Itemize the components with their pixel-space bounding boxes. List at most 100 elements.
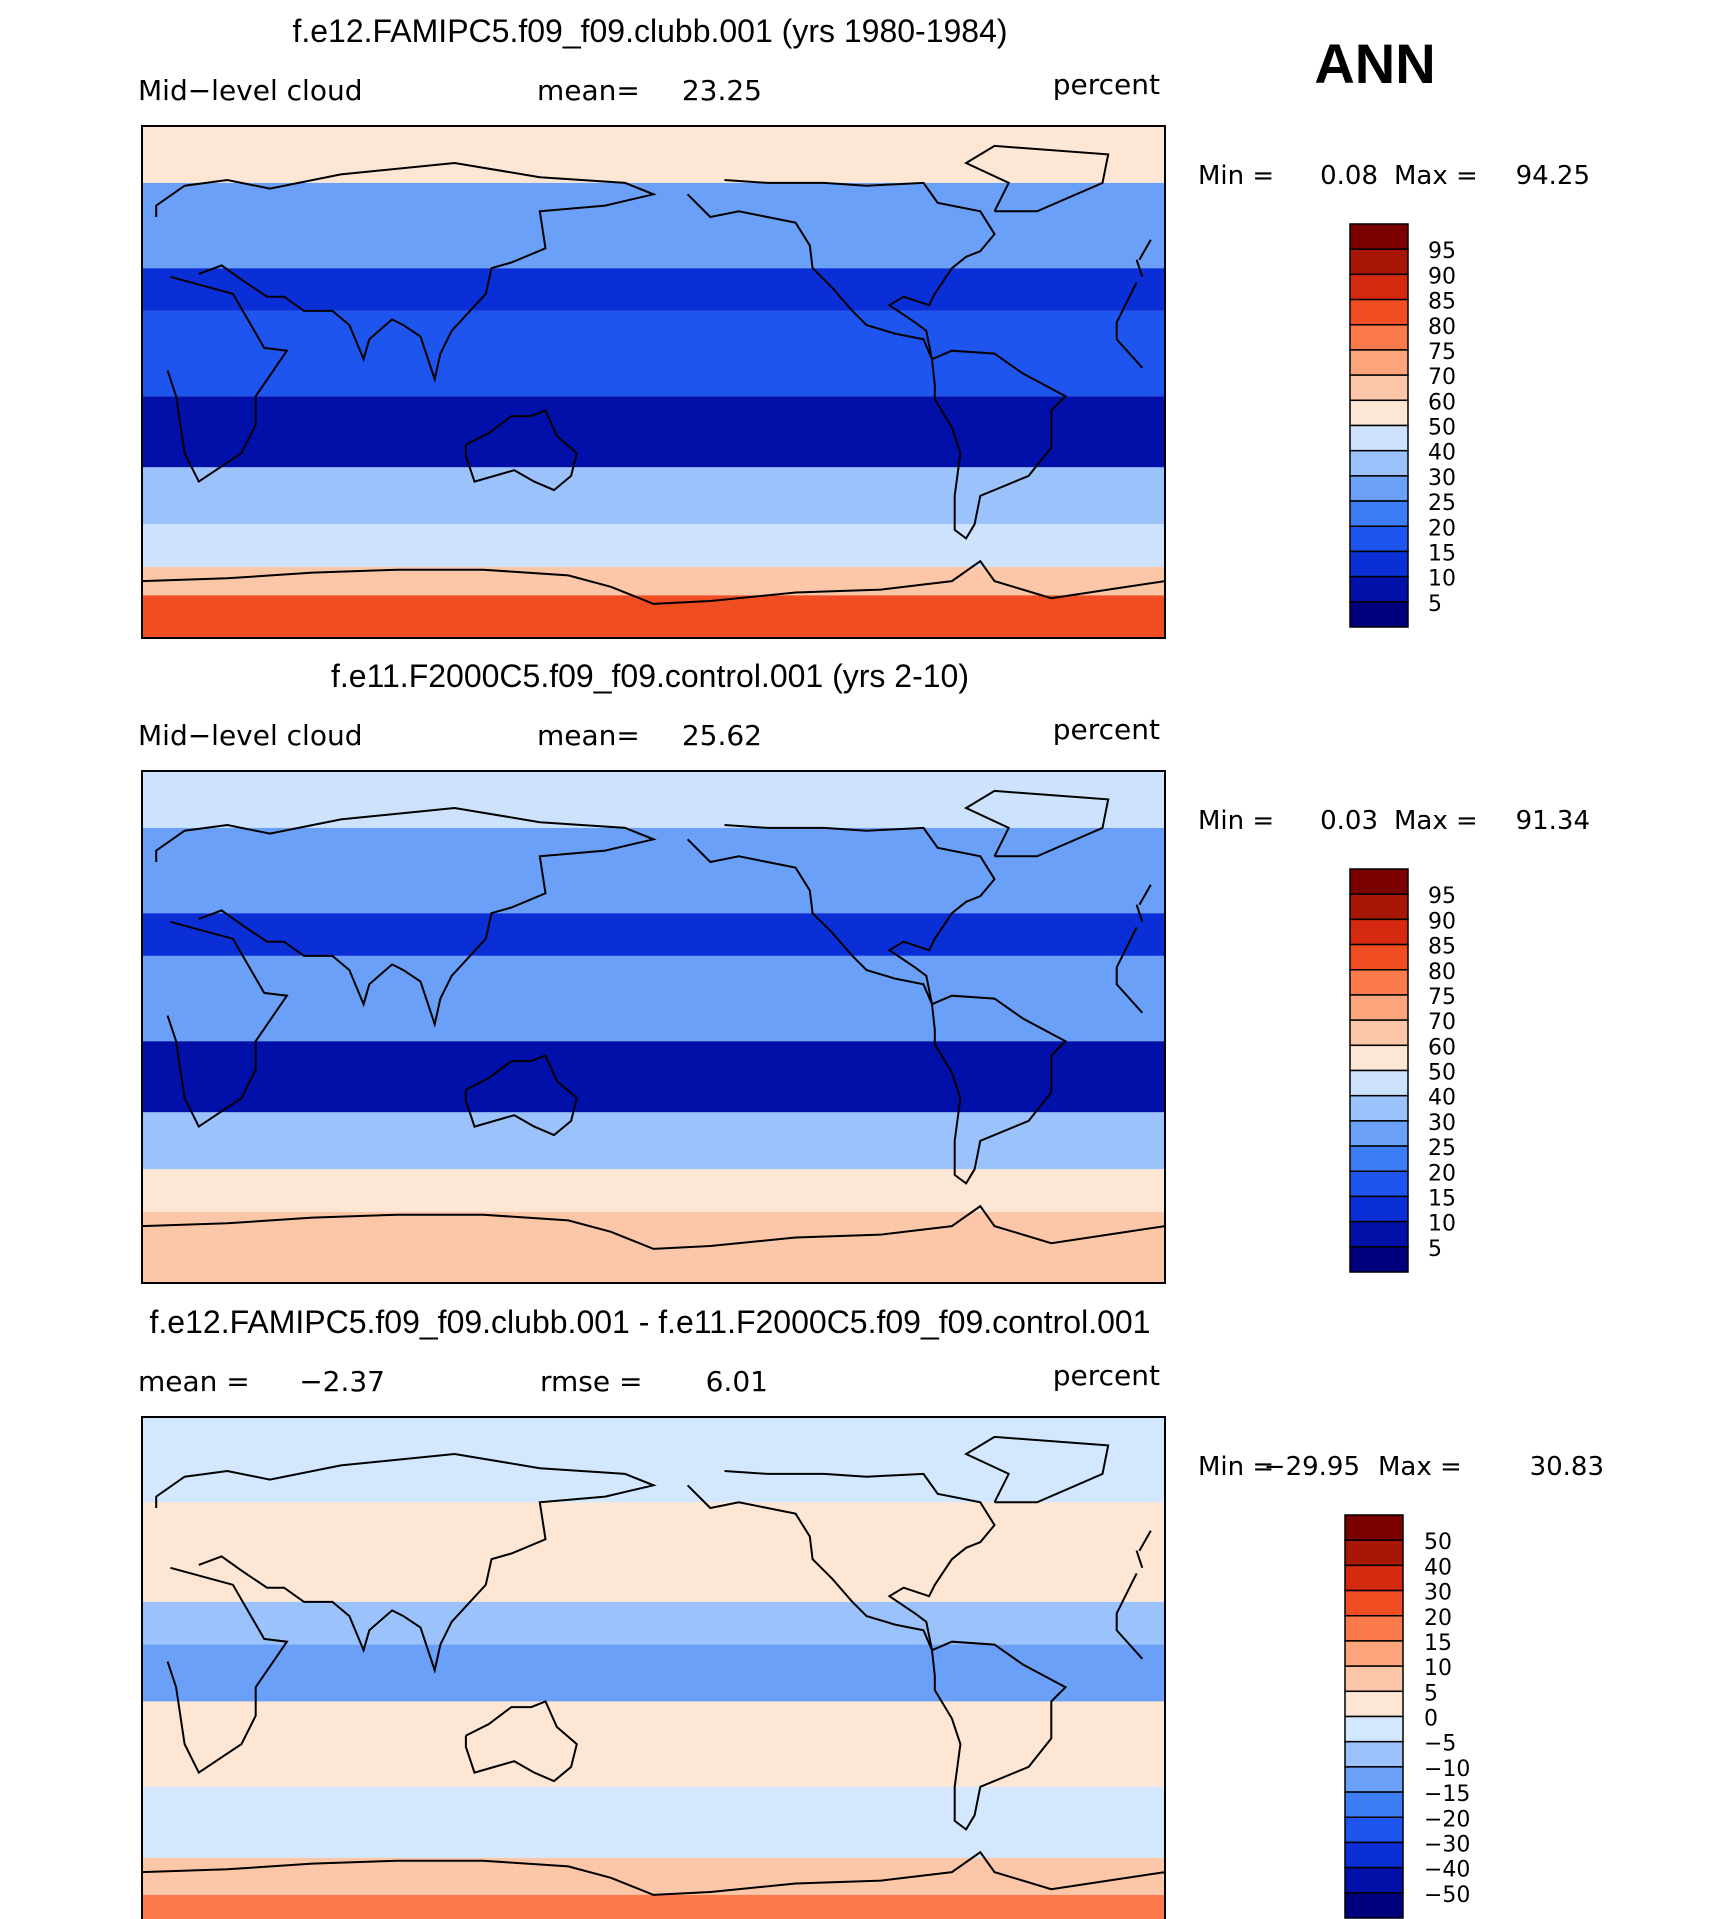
colorbar-label: 0 [1424,1707,1438,1732]
panel-2-min-value: 0.03 [1320,806,1378,836]
panel-3-max-label: Max = [1378,1452,1462,1482]
colorbar-swatch [1344,1791,1404,1818]
panel-3-min-value: −29.95 [1264,1452,1360,1482]
colorbar-swatch [1344,1766,1404,1793]
field-band-6 [142,1169,1165,1212]
colorbar-swatch [1344,1740,1404,1768]
colorbar-label: 85 [1428,290,1456,315]
colorbar-swatch [1349,1195,1409,1223]
colorbar-label: 25 [1428,1136,1456,1161]
africa-coastline [166,920,1144,1129]
field-band-5 [142,1112,1165,1170]
colorbar-label: 15 [1428,541,1456,566]
colorbar-swatch [1349,1019,1409,1047]
colorbar-swatch [1344,1615,1404,1642]
panel-2-mean-value: 25.62 [682,719,762,752]
north-america-coastline [686,179,996,360]
panel-2-map [141,770,1166,1284]
colorbar-label: 90 [1428,909,1456,934]
colorbar-label: 60 [1428,1035,1456,1060]
colorbar-swatch [1344,1665,1404,1693]
colorbar-label: −30 [1424,1832,1470,1857]
south-america-coastline [931,349,1068,540]
panel-3-mean-label: mean = [138,1365,250,1398]
south-america-coastline [931,994,1068,1185]
colorbar-label: 85 [1428,935,1456,960]
colorbar-swatch [1349,893,1409,921]
colorbar-label: −50 [1424,1883,1470,1908]
australia-coastline [464,409,578,492]
map-frame [141,1416,1166,1919]
colorbar-swatch [1349,298,1409,326]
field-band-0 [142,771,1165,828]
panel-1-map [141,125,1166,639]
colorbar-swatch [1344,1564,1404,1592]
colorbar-swatch [1344,1892,1404,1919]
field-band-4 [142,1041,1165,1113]
south-america-coastline [931,1640,1068,1831]
colorbar-label: 5 [1428,592,1442,617]
australia-coastline [464,1700,578,1783]
colorbar-label: 20 [1428,516,1456,541]
field-band-1 [142,827,1165,914]
colorbar-swatch [1349,273,1409,301]
colorbar-swatch [1349,349,1409,376]
colorbar-swatch [1344,1816,1404,1844]
colorbar-label: −15 [1424,1782,1470,1807]
antarctica-line-coastline [141,1204,1166,1250]
colorbar-label: −10 [1424,1757,1470,1782]
field-band-4 [142,1701,1165,1787]
panel-1-max-label: Max = [1394,161,1478,191]
panel-2-units: percent [1053,713,1160,746]
colorbar-label: 5 [1428,1237,1442,1262]
colorbar-swatch [1349,575,1409,603]
colorbar-label: 10 [1424,1656,1452,1681]
colorbar-label: −5 [1424,1732,1456,1757]
panel-2-max-value: 91.34 [1516,806,1590,836]
australia-coastline [464,1054,578,1137]
field-band-3 [142,955,1165,1042]
colorbar-swatch [1349,223,1409,250]
colorbar-swatch [1349,399,1409,427]
colorbar-swatch [1344,1841,1404,1869]
field-band-3 [142,1644,1165,1702]
colorbar-swatch [1344,1514,1404,1541]
africa-coastline [166,1566,1144,1775]
field-band-2 [142,913,1165,956]
colorbar-label: 80 [1428,315,1456,340]
colorbar-swatch [1349,324,1409,351]
field-band-8 [142,595,1165,638]
colorbar-label: 20 [1424,1606,1452,1631]
colorbar-label: 60 [1428,390,1456,415]
colorbar-label: 10 [1428,567,1456,592]
colorbar-swatch [1349,525,1409,553]
colorbar-swatch [1349,1120,1409,1147]
colorbar-label: 40 [1428,441,1456,466]
colorbar-swatch [1349,1145,1409,1172]
panel-1: f.e12.FAMIPC5.f09_f09.clubb.001 (yrs 198… [138,13,1590,639]
eurasia-coastline [155,1452,1152,1674]
panel-1-max-value: 94.25 [1516,161,1590,191]
panel-2-mean-label: mean= [537,719,640,752]
greenland-coastline [963,144,1110,213]
colorbar-label: 5 [1424,1681,1438,1706]
panel-3-rmse-label: rmse = [540,1365,642,1398]
panel-1-units: percent [1053,68,1160,101]
colorbar-swatch [1349,1170,1409,1198]
eurasia-coastline [155,161,1152,383]
panel-3: f.e12.FAMIPC5.f09_f09.clubb.001 - f.e11.… [138,1304,1604,1919]
colorbar-swatch [1349,994,1409,1021]
colorbar-label: 75 [1428,985,1456,1010]
panel-3-title: f.e12.FAMIPC5.f09_f09.clubb.001 - f.e11.… [150,1304,1151,1340]
colorbar-swatch [1349,1220,1409,1248]
map-frame [141,125,1166,639]
colorbar-swatch [1349,868,1409,895]
colorbar-swatch [1344,1640,1404,1667]
panel-2-left-label: Mid−level cloud [138,719,362,752]
field-band-1 [142,182,1165,269]
colorbar-swatch [1344,1690,1404,1718]
panel-1-min-label: Min = [1198,161,1274,191]
north-america-coastline [686,824,996,1005]
colorbar-label: 10 [1428,1212,1456,1237]
